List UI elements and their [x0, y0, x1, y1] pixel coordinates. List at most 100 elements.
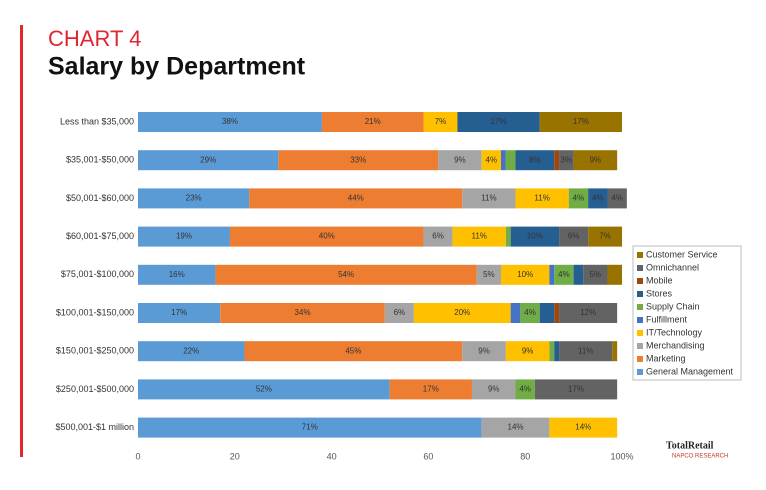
bar-segment: [452, 226, 506, 247]
legend-label: Marketing: [646, 353, 686, 363]
legend-swatch: [637, 369, 643, 375]
bar-segment: [607, 188, 627, 209]
bar-segment: [520, 303, 540, 323]
data-label: 45%: [345, 346, 361, 355]
bar-segment: [515, 188, 569, 209]
legend-label: Stores: [646, 288, 673, 298]
bar-segment: [138, 303, 221, 323]
data-label: 4%: [611, 194, 623, 203]
bar-segment: [384, 303, 414, 323]
legend-swatch: [637, 317, 643, 323]
y-tick-label: $100,001-$150,000: [56, 307, 134, 317]
bar-segment: [573, 264, 584, 285]
data-label: 4%: [524, 308, 536, 317]
x-tick-label: 80: [520, 451, 530, 461]
data-label: 5%: [483, 270, 495, 279]
bar-segment: [476, 264, 501, 285]
legend-label: IT/Technology: [646, 327, 703, 337]
legend-swatch: [637, 291, 643, 297]
bar-segment: [573, 150, 618, 171]
data-label: 17%: [423, 385, 439, 394]
bar-segment: [413, 303, 511, 323]
data-label: 8%: [529, 155, 541, 164]
bar-segment: [559, 226, 589, 247]
data-label: 4%: [486, 155, 498, 164]
bar-segment: [539, 303, 555, 323]
bar-segment: [554, 150, 560, 171]
bar-segment: [423, 226, 453, 247]
legend-label: Supply Chain: [646, 301, 700, 311]
bar-segment: [138, 264, 216, 285]
data-label: 22%: [183, 346, 199, 355]
bar-segment: [534, 379, 618, 400]
legend-swatch: [637, 330, 643, 336]
data-label: 40%: [319, 232, 335, 241]
bar-segment: [321, 112, 424, 132]
legend-swatch: [637, 252, 643, 258]
bar-segment: [229, 226, 424, 247]
data-label: 52%: [256, 385, 272, 394]
data-label: 44%: [348, 194, 364, 203]
data-label: 21%: [365, 117, 381, 126]
data-label: 10%: [527, 232, 543, 241]
bar-segment: [588, 188, 608, 209]
data-label: 11%: [481, 194, 496, 203]
legend-label: Fulfillment: [646, 314, 688, 324]
bar-segment: [457, 112, 540, 132]
data-label: 17%: [171, 308, 187, 317]
data-label: 16%: [169, 270, 185, 279]
bar-segment: [481, 417, 550, 438]
chart-kicker: CHART 4: [48, 26, 141, 51]
bar-segment: [583, 264, 608, 285]
bar-segment: [510, 226, 560, 247]
x-tick-label: 100%: [610, 451, 633, 461]
bar-segment: [510, 303, 521, 323]
x-tick-label: 20: [230, 451, 240, 461]
data-label: 11%: [578, 346, 593, 355]
bar-segment: [559, 303, 618, 323]
logo-sub: NAPCO RESEARCH: [672, 454, 728, 460]
data-label: 4%: [519, 385, 531, 394]
data-label: 4%: [592, 194, 604, 203]
data-label: 20%: [454, 308, 470, 317]
bar-segment: [138, 341, 245, 362]
data-label: 54%: [338, 270, 354, 279]
data-label: 19%: [176, 232, 192, 241]
bar-segment: [549, 264, 555, 285]
data-label: 9%: [478, 346, 490, 355]
data-label: 14%: [508, 423, 524, 432]
legend-label: Merchandising: [646, 340, 705, 350]
legend-label: Omnichannel: [646, 262, 699, 272]
bar-segment: [215, 264, 477, 285]
y-tick-label: $75,001-$100,000: [61, 269, 134, 279]
bar-segment: [554, 341, 560, 362]
data-label: 4%: [573, 194, 585, 203]
data-label: 3%: [561, 155, 573, 164]
bar-segment: [515, 150, 555, 171]
y-tick-label: $35,001-$50,000: [66, 155, 134, 165]
legend-swatch: [637, 356, 643, 362]
data-label: 9%: [522, 346, 534, 355]
data-label: 11%: [534, 194, 549, 203]
chart-title: Salary by Department: [48, 53, 306, 81]
bar-segment: [138, 379, 390, 400]
legend-label: General Management: [646, 366, 734, 376]
bar-segment: [138, 150, 279, 171]
bar-segment: [554, 264, 574, 285]
bar-segment: [138, 226, 230, 247]
data-label: 38%: [222, 117, 238, 126]
bar-segment: [549, 417, 618, 438]
bar-segment: [423, 112, 458, 132]
y-tick-label: $60,001-$75,000: [66, 231, 134, 241]
bar-segment: [505, 150, 516, 171]
data-label: 9%: [454, 155, 466, 164]
data-label: 6%: [432, 232, 444, 241]
data-label: 10%: [517, 270, 533, 279]
bar-segment: [244, 341, 463, 362]
data-label: 23%: [186, 194, 202, 203]
data-label: 71%: [302, 423, 318, 432]
data-label: 33%: [350, 155, 366, 164]
legend-swatch: [637, 343, 643, 349]
bar-segment: [462, 188, 516, 209]
